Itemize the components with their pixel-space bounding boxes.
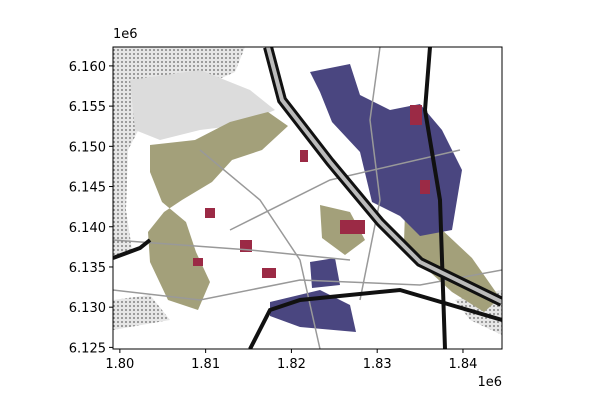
- road: [113, 239, 351, 261]
- dotted-area: [113, 295, 170, 330]
- y-offset: 1e6: [113, 27, 138, 42]
- red-area: [410, 105, 422, 125]
- y-tick-label: 6.160: [69, 60, 106, 75]
- x-tick-label: 1.82: [277, 357, 306, 372]
- red-area: [420, 180, 430, 194]
- red-area: [340, 220, 365, 234]
- main-line: [113, 238, 152, 260]
- main-line: [248, 287, 502, 349]
- dotted-area: [150, 47, 230, 75]
- red-area: [205, 208, 215, 218]
- x-offset: 1e6: [477, 375, 502, 390]
- x-tick-label: 1.84: [448, 357, 477, 372]
- river-inner: [266, 47, 502, 304]
- map-layers: [113, 47, 502, 349]
- red-areas: [193, 105, 430, 278]
- axes-frame: [112, 46, 503, 350]
- x-tick-label: 1.80: [105, 357, 134, 372]
- x-tick-label: 1.81: [191, 357, 220, 372]
- y-tick-label: 6.135: [69, 261, 106, 276]
- red-area: [193, 258, 203, 266]
- red-area: [300, 150, 308, 162]
- road: [199, 149, 321, 349]
- x-tick-label: 1.83: [363, 357, 392, 372]
- y-tick-label: 6.150: [69, 140, 106, 155]
- y-tick-label: 6.155: [69, 100, 106, 115]
- road: [359, 47, 381, 301]
- green-area: [148, 112, 288, 310]
- y-tick-label: 6.140: [69, 221, 106, 236]
- y-tick-label: 6.125: [69, 341, 106, 356]
- red-area: [262, 268, 276, 278]
- road: [229, 149, 461, 231]
- y-tick-label: 6.145: [69, 181, 106, 196]
- y-tick-label: 6.130: [69, 301, 106, 316]
- purple-area: [270, 290, 356, 332]
- purple-area: [310, 258, 340, 288]
